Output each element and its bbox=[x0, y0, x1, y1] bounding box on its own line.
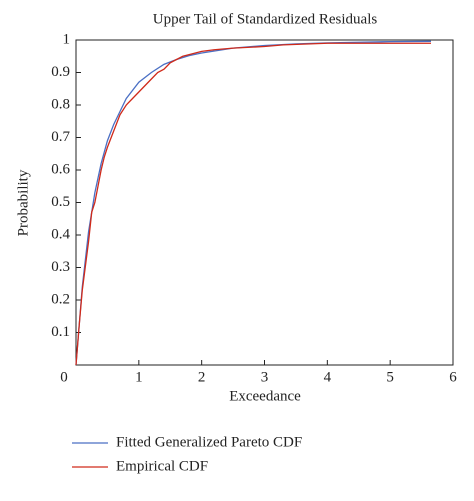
y-axis-label: Probability bbox=[15, 169, 31, 236]
x-tick-label: 2 bbox=[198, 369, 206, 385]
series-line bbox=[75, 42, 432, 366]
y-tick-label: 0.9 bbox=[51, 64, 70, 80]
y-tick-label: 0.8 bbox=[51, 96, 70, 112]
x-tick-label: 4 bbox=[324, 369, 332, 385]
chart-title: Upper Tail of Standardized Residuals bbox=[153, 11, 378, 27]
y-tick-label: 0.4 bbox=[51, 226, 70, 242]
series-line bbox=[75, 40, 432, 366]
legend-label: Empirical CDF bbox=[116, 458, 208, 474]
y-tick-label: 0.6 bbox=[51, 161, 70, 177]
y-tick-label: 0.3 bbox=[51, 259, 70, 275]
y-tick-label: 0.5 bbox=[51, 194, 70, 210]
x-axis-label: Exceedance bbox=[229, 388, 301, 404]
x-tick-label: 0 bbox=[60, 369, 68, 385]
y-tick-label: 0.7 bbox=[51, 129, 70, 145]
x-tick-label: 6 bbox=[449, 369, 457, 385]
legend-label: Fitted Generalized Pareto CDF bbox=[116, 434, 302, 450]
y-tick-label: 1 bbox=[63, 31, 71, 47]
y-tick-label: 0.1 bbox=[51, 324, 70, 340]
x-tick-label: 1 bbox=[135, 369, 143, 385]
x-tick-label: 3 bbox=[261, 369, 269, 385]
y-tick-label: 0.2 bbox=[51, 291, 70, 307]
plot-frame bbox=[75, 39, 454, 366]
x-tick-label: 5 bbox=[386, 369, 394, 385]
